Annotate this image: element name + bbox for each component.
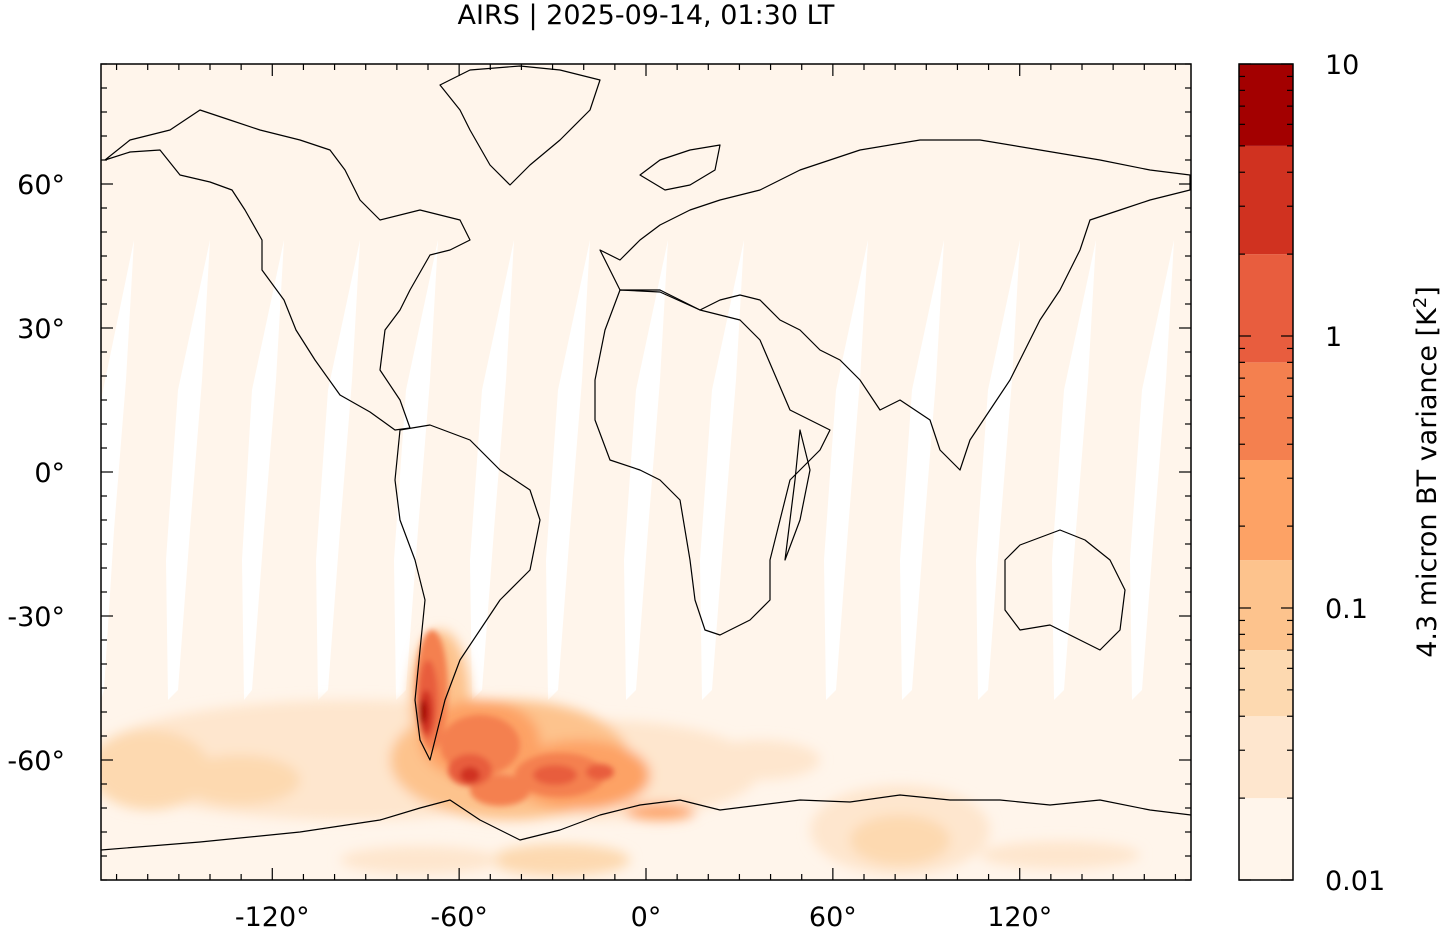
x-tick-label: 120°	[987, 902, 1052, 930]
colorbar-level	[1239, 650, 1293, 717]
map-ticks	[101, 63, 1191, 881]
y-tick-label: 60°	[17, 170, 65, 201]
colorbar-tick-label: 0.1	[1325, 594, 1368, 625]
colorbar-level	[1239, 254, 1293, 363]
colorbar-level	[1239, 716, 1293, 799]
colorbar-axis-label: 4.3 micron BT variance [K2]	[1410, 286, 1442, 658]
x-tick-label: 60°	[809, 902, 857, 930]
colorbar-level	[1239, 64, 1293, 146]
x-tick-label: 0°	[631, 902, 662, 930]
y-tick-label: 0°	[34, 458, 65, 489]
colorbar-tick-label: 10	[1325, 50, 1359, 81]
colorbar-tick-label: 1	[1325, 322, 1342, 353]
colorbar-level	[1239, 145, 1293, 255]
colorbar-frame	[1238, 63, 1294, 881]
coastlines	[101, 65, 1191, 851]
x-tick-label: -60°	[430, 902, 488, 930]
colorbar-level	[1239, 798, 1293, 880]
y-tick-label: -30°	[7, 602, 65, 633]
colorbar	[1239, 64, 1293, 880]
colorbar-level	[1239, 362, 1293, 461]
x-tick-labels: -120° -60° 0° 60° 120°	[235, 902, 1052, 930]
colorbar-level	[1239, 560, 1293, 651]
colorbar-tick-labels: 10 1 0.1 0.01	[1325, 50, 1385, 897]
variance-field	[101, 630, 1140, 876]
y-tick-label: -60°	[7, 746, 65, 777]
colorbar-tick-label: 0.01	[1325, 866, 1385, 897]
x-tick-label: -120°	[235, 902, 310, 930]
orbit-gaps	[101, 240, 1174, 700]
y-tick-label: 30°	[17, 314, 65, 345]
colorbar-ticks	[1239, 63, 1293, 881]
y-tick-labels: 60° 30° 0° -30° -60°	[7, 170, 65, 777]
map-title: AIRS | 2025-09-14, 01:30 LT	[458, 0, 835, 31]
map-panel	[101, 64, 1191, 880]
colorbar-level	[1239, 460, 1293, 561]
